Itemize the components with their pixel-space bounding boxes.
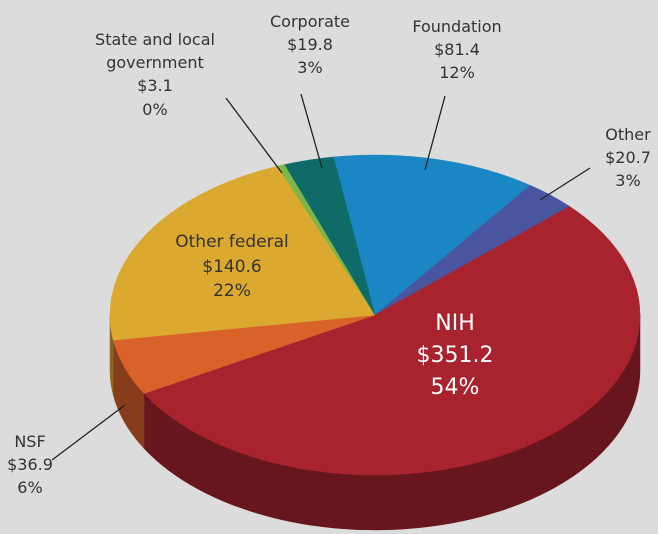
slice-label: Other $20.7 3% [593, 123, 658, 193]
label-line: 0% [142, 99, 168, 119]
slice-label: Foundation $81.4 12% [397, 15, 517, 85]
label-line: State and local government [95, 30, 215, 73]
label-line: $81.4 [434, 40, 480, 60]
slice [109, 165, 376, 341]
slice-label: State and local government $3.1 0% [75, 28, 235, 121]
label-line: $20.7 [605, 148, 651, 168]
label-line: 12% [439, 63, 475, 83]
leader-line [300, 93, 323, 169]
label-line: $3.1 [137, 76, 173, 96]
leader-line [424, 95, 446, 171]
slice-label: NSF $36.9 6% [0, 430, 60, 500]
label-line: 3% [615, 171, 641, 191]
label-line: $36.9 [7, 455, 53, 475]
slice [284, 156, 376, 316]
leader-line [225, 97, 283, 174]
label-line: 3% [297, 58, 323, 78]
slice-label: Corporate $19.8 3% [260, 10, 360, 80]
label-line: NIH [435, 311, 475, 336]
slice [143, 206, 641, 476]
slice [333, 154, 531, 316]
label-line: $19.8 [287, 35, 333, 55]
leader-line [51, 404, 126, 461]
slice-label: NIH $351.2 54% [385, 308, 525, 404]
label-line: NSF [14, 432, 46, 451]
label-line: Other [605, 125, 651, 144]
label-line: Other federal [175, 232, 289, 252]
label-line: 6% [17, 478, 43, 498]
leader-line [539, 167, 591, 201]
label-line: 22% [213, 281, 251, 302]
slice-label: Other federal $140.6 22% [162, 230, 302, 304]
label-line: $140.6 [202, 256, 262, 277]
label-line: Foundation [412, 17, 502, 36]
label-line: Corporate [270, 12, 350, 31]
label-line: $351.2 [416, 342, 494, 368]
label-line: 54% [430, 374, 480, 400]
